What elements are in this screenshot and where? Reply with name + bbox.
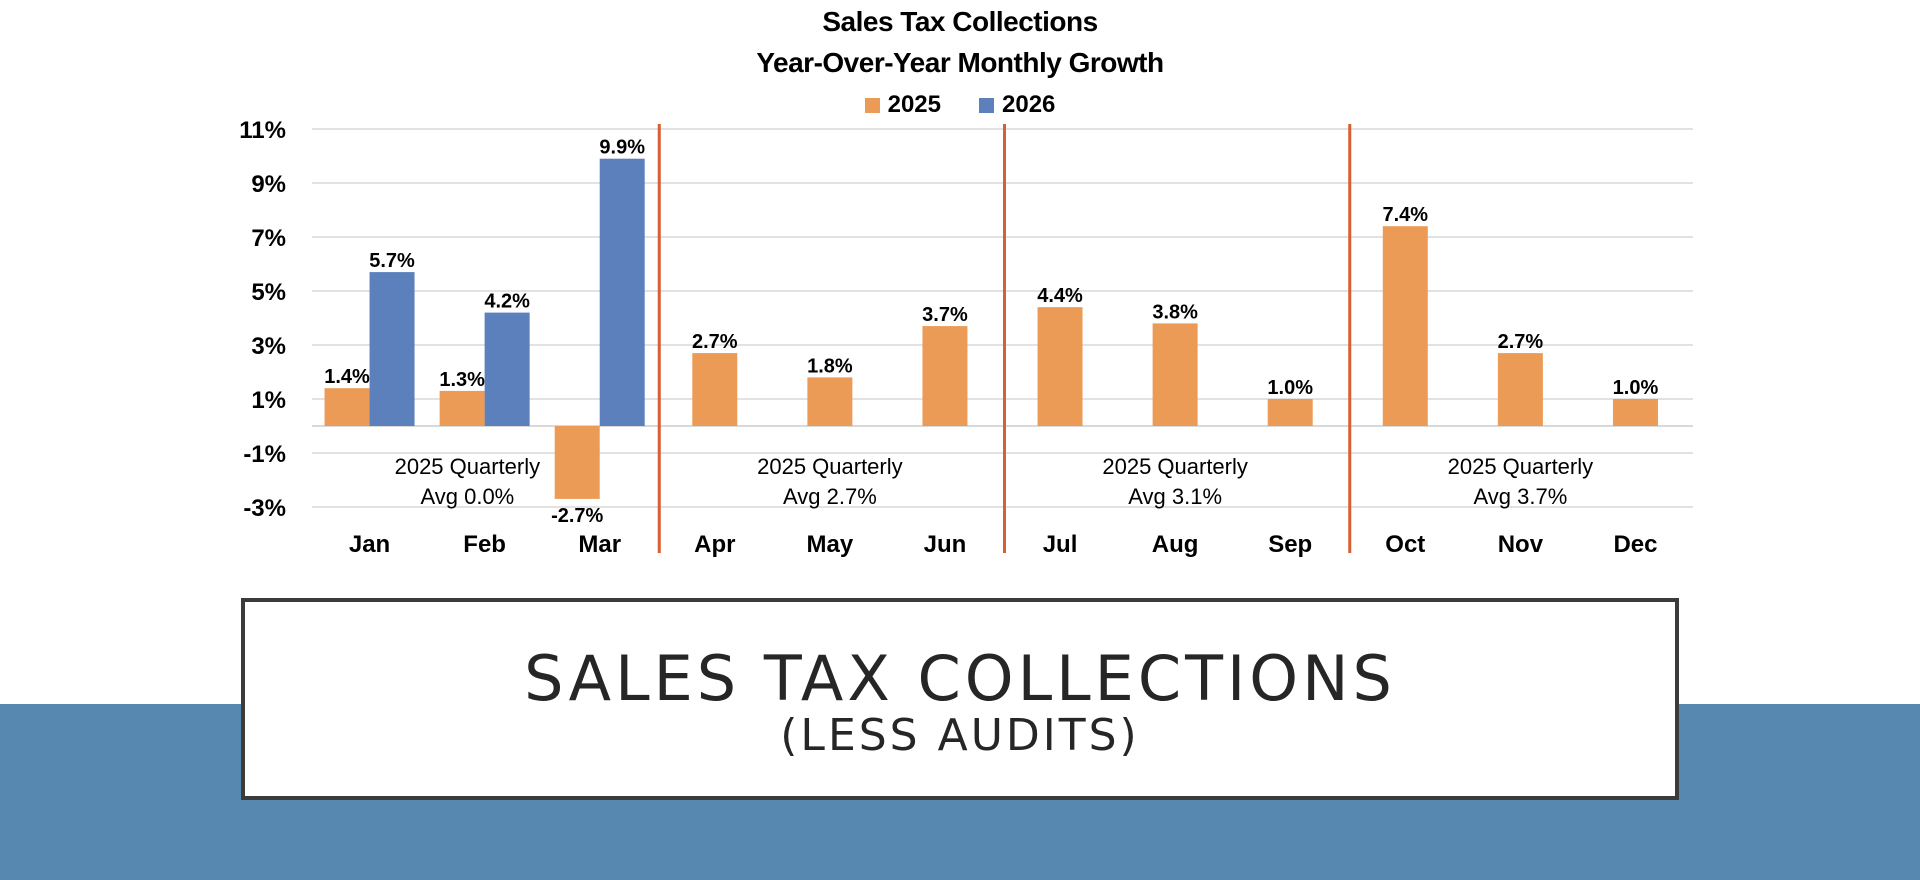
bar-2025-feb	[439, 390, 485, 426]
bar-2025-nov	[1497, 353, 1543, 426]
quarter-avg-label-line1: 2025 Quarterly	[1448, 454, 1594, 479]
quarter-avg-label-line2: Avg 2.7%	[783, 484, 877, 509]
x-tick-label: Feb	[463, 531, 506, 558]
x-tick-label: Oct	[1385, 531, 1425, 558]
x-tick-label: May	[807, 531, 854, 558]
data-label-2025-feb: 1.3%	[439, 369, 485, 391]
x-tick-label: Nov	[1498, 531, 1544, 558]
data-label-2026-feb: 4.2%	[484, 291, 530, 313]
data-label-2025-apr: 2.7%	[692, 331, 738, 353]
bar-2025-jun	[922, 326, 968, 426]
data-label-2025-nov: 2.7%	[1498, 331, 1544, 353]
quarter-avg-label-line1: 2025 Quarterly	[757, 454, 903, 479]
data-label-2025-may: 1.8%	[807, 355, 853, 377]
x-tick-label: Mar	[578, 531, 621, 558]
y-tick-label: -1%	[243, 441, 286, 468]
data-label-2025-mar: -2.7%	[551, 505, 603, 527]
x-tick-label: Sep	[1268, 531, 1312, 558]
data-label-2025-jan: 1.4%	[324, 366, 370, 388]
quarter-avg-label-line2: Avg 3.7%	[1473, 484, 1567, 509]
quarter-avg-label-line1: 2025 Quarterly	[395, 454, 541, 479]
legend-item-2026: 2026	[979, 91, 1055, 119]
y-tick-label: -3%	[243, 495, 286, 522]
data-label-2025-sep: 1.0%	[1267, 377, 1313, 399]
bar-2026-mar	[599, 158, 645, 426]
data-label-2025-jun: 3.7%	[922, 304, 968, 326]
y-tick-label: 11%	[239, 117, 286, 144]
x-tick-label: Dec	[1613, 531, 1657, 558]
chart-legend: 2025 2026	[0, 91, 1920, 119]
bar-2026-feb	[484, 312, 530, 426]
x-tick-label: Apr	[694, 531, 735, 558]
bar-chart: 11% 9% 7% 5% 3% 1% -1% -3% 2025 Quarterly Avg 0.0…	[239, 117, 1693, 558]
x-tick-label: Jan	[349, 531, 390, 558]
bar-2026-jan	[369, 272, 415, 426]
bar-2025-mar	[554, 426, 600, 499]
y-tick-label: 5%	[251, 279, 286, 306]
slide-title: SALES TAX COLLECTIONS	[524, 642, 1396, 715]
chart-title: Sales Tax Collections	[822, 6, 1098, 37]
y-tick-label: 3%	[251, 333, 286, 360]
bar-2025-dec	[1612, 399, 1658, 426]
quarter-avg-label-line2: Avg 0.0%	[420, 484, 514, 509]
data-label-2026-mar: 9.9%	[599, 137, 645, 159]
y-tick-label: 1%	[251, 387, 286, 414]
bar-2025-jul	[1037, 307, 1083, 426]
x-tick-label: Jul	[1043, 531, 1078, 558]
quarter-avg-label-line2: Avg 3.1%	[1128, 484, 1222, 509]
legend-label-2025: 2025	[887, 91, 941, 118]
quarter-avg-label-line1: 2025 Quarterly	[1102, 454, 1248, 479]
data-label-2025-jul: 4.4%	[1037, 285, 1083, 307]
legend-item-2025: 2025	[864, 91, 941, 119]
x-tick-label: Jun	[924, 531, 967, 558]
x-tick-label: Aug	[1152, 531, 1199, 558]
bar-2025-may	[807, 377, 853, 426]
bar-2025-aug	[1152, 323, 1198, 426]
slide-title-box: SALES TAX COLLECTIONS (LESS AUDITS)	[241, 598, 1679, 800]
bar-2025-oct	[1382, 226, 1428, 426]
y-tick-label: 9%	[251, 171, 286, 198]
legend-swatch-2025	[864, 97, 880, 113]
bar-2025-jan	[324, 388, 370, 426]
data-label-2025-oct: 7.4%	[1382, 204, 1428, 226]
data-label-2025-aug: 3.8%	[1152, 301, 1198, 323]
legend-label-2026: 2026	[1002, 91, 1056, 118]
legend-swatch-2026	[979, 97, 994, 113]
data-label-2026-jan: 5.7%	[369, 250, 415, 272]
chart-subtitle: Year-Over-Year Monthly Growth	[756, 47, 1164, 78]
bar-2025-apr	[692, 353, 738, 426]
bar-2025-sep	[1267, 399, 1313, 426]
y-tick-label: 7%	[251, 225, 286, 252]
slide-subtitle: (LESS AUDITS)	[780, 710, 1140, 761]
data-label-2025-dec: 1.0%	[1613, 377, 1659, 399]
